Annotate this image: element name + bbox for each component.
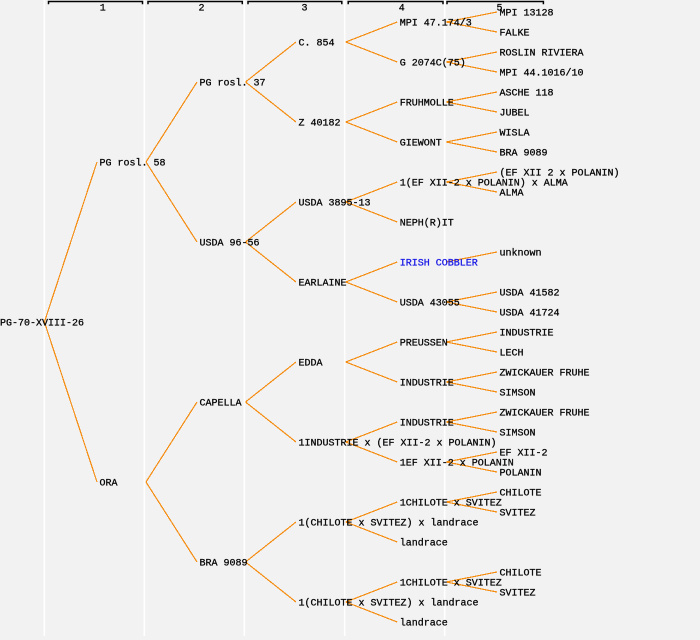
svg-text:5: 5	[497, 4, 503, 15]
svg-text:(EF XII 2 x POLANIN): (EF XII 2 x POLANIN)	[500, 168, 620, 180]
svg-text:G 2074C(75): G 2074C(75)	[400, 58, 466, 70]
svg-text:CAPELLA: CAPELLA	[200, 399, 242, 410]
svg-text:1INDUSTRIE x (EF XII-2 x POLAN: 1INDUSTRIE x (EF XII-2 x POLANIN)	[299, 438, 497, 450]
svg-text:BRA 9089: BRA 9089	[500, 149, 548, 160]
svg-text:ORA: ORA	[100, 479, 118, 490]
svg-text:MPI 13128: MPI 13128	[500, 9, 554, 20]
svg-text:1: 1	[100, 4, 106, 15]
svg-text:INDUSTRIE: INDUSTRIE	[400, 379, 454, 390]
svg-text:USDA 3895-13: USDA 3895-13	[299, 199, 371, 210]
svg-text:2: 2	[199, 4, 205, 15]
svg-text:INDUSTRIE: INDUSTRIE	[400, 419, 454, 430]
svg-text:USDA 43055: USDA 43055	[400, 299, 460, 310]
svg-text:1(CHILOTE x SVITEZ) x landrace: 1(CHILOTE x SVITEZ) x landrace	[299, 598, 479, 610]
svg-text:CHILOTE: CHILOTE	[500, 489, 542, 500]
svg-text:1(EF XII-2 x POLANIN) x ALMA: 1(EF XII-2 x POLANIN) x ALMA	[400, 178, 568, 190]
svg-text:1(CHILOTE x SVITEZ) x landrace: 1(CHILOTE x SVITEZ) x landrace	[299, 518, 479, 530]
svg-text:SVITEZ: SVITEZ	[500, 589, 536, 600]
svg-text:PREUSSEN: PREUSSEN	[400, 339, 448, 350]
svg-text:EF XII-2: EF XII-2	[500, 449, 548, 460]
svg-text:FALKE: FALKE	[500, 29, 530, 40]
svg-text:landrace: landrace	[400, 538, 448, 550]
svg-text:BRA 9089: BRA 9089	[200, 559, 248, 570]
svg-text:FRUHMOLLE: FRUHMOLLE	[400, 99, 454, 110]
svg-text:WISLA: WISLA	[500, 129, 530, 140]
svg-text:MPI 47.174/3: MPI 47.174/3	[400, 18, 472, 30]
svg-text:SIMSON: SIMSON	[500, 429, 536, 440]
svg-text:landrace: landrace	[400, 618, 448, 630]
svg-text:MPI 44.1016/10: MPI 44.1016/10	[500, 68, 584, 80]
svg-text:IRISH COBBLER: IRISH COBBLER	[400, 259, 478, 270]
svg-text:1CHILOTE x SVITEZ: 1CHILOTE x SVITEZ	[400, 579, 502, 590]
svg-text:PG-70-XVIII-26: PG-70-XVIII-26	[0, 319, 84, 330]
svg-text:INDUSTRIE: INDUSTRIE	[500, 329, 554, 340]
svg-text:POLANIN: POLANIN	[500, 469, 542, 480]
svg-text:1CHILOTE x SVITEZ: 1CHILOTE x SVITEZ	[400, 499, 502, 510]
svg-text:SIMSON: SIMSON	[500, 389, 536, 400]
svg-text:ZWICKAUER FRUHE: ZWICKAUER FRUHE	[500, 409, 590, 420]
svg-text:SVITEZ: SVITEZ	[500, 509, 536, 520]
svg-text:USDA 41582: USDA 41582	[500, 289, 560, 300]
svg-text:NEPH(R)IT: NEPH(R)IT	[400, 218, 454, 230]
svg-text:EARLAINE: EARLAINE	[299, 279, 347, 290]
svg-text:C. 854: C. 854	[299, 39, 335, 50]
svg-text:ZWICKAUER FRUHE: ZWICKAUER FRUHE	[500, 369, 590, 380]
svg-text:GIEWONT: GIEWONT	[400, 139, 442, 150]
svg-text:PG rosl. 37: PG rosl. 37	[200, 78, 266, 90]
svg-text:1EF XII-2 x POLANIN: 1EF XII-2 x POLANIN	[400, 459, 514, 470]
svg-text:ASCHE 118: ASCHE 118	[500, 89, 554, 100]
svg-text:PG rosl. 58: PG rosl. 58	[100, 158, 166, 170]
svg-text:EDDA: EDDA	[299, 359, 323, 370]
svg-text:ROSLIN RIVIERA: ROSLIN RIVIERA	[500, 49, 584, 60]
svg-text:ALMA: ALMA	[500, 189, 524, 200]
svg-text:3: 3	[302, 4, 308, 15]
svg-text:LECH: LECH	[500, 349, 524, 360]
svg-text:USDA 41724: USDA 41724	[500, 309, 560, 320]
svg-text:USDA 96-56: USDA 96-56	[200, 239, 260, 250]
svg-text:CHILOTE: CHILOTE	[500, 569, 542, 580]
svg-text:JUBEL: JUBEL	[500, 109, 530, 120]
svg-text:4: 4	[399, 4, 405, 15]
svg-text:unknown: unknown	[500, 248, 542, 260]
svg-text:Z 40182: Z 40182	[299, 119, 341, 130]
